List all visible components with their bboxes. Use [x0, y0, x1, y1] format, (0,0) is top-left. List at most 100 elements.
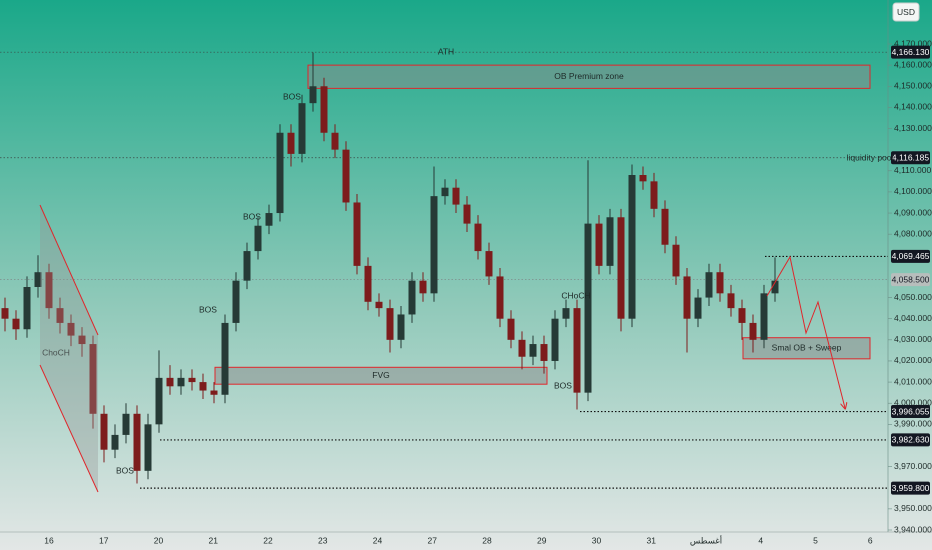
- level-badge: [891, 433, 930, 447]
- candle-body: [12, 318, 20, 330]
- x-tick-label: 22: [263, 535, 273, 545]
- candle-body: [771, 280, 779, 294]
- annotation: BOS: [199, 304, 217, 314]
- candle-body: [463, 204, 471, 224]
- candle-body: [529, 344, 537, 357]
- candle-body: [650, 181, 658, 209]
- candle-body: [507, 318, 515, 340]
- level-label: 4,069.465: [892, 251, 930, 261]
- candle-body: [67, 322, 75, 336]
- annotation: BOS: [554, 380, 572, 390]
- candle-body: [210, 390, 218, 395]
- candle-body: [386, 308, 394, 340]
- candle-body: [617, 217, 625, 319]
- currency-label: USD: [897, 7, 915, 17]
- level-label: 4,116.185: [892, 152, 929, 162]
- candle-body: [496, 276, 504, 319]
- candle-body: [738, 308, 746, 323]
- candle-body: [540, 344, 548, 361]
- candle-body: [694, 297, 702, 319]
- level-label: 4,166.130: [892, 47, 930, 57]
- candle-body: [199, 382, 207, 391]
- annotation: ChoCH: [42, 347, 70, 357]
- candle-body: [331, 132, 339, 150]
- candle-body: [672, 244, 680, 277]
- candle-body: [760, 293, 768, 340]
- x-tick-label: 28: [482, 535, 492, 545]
- candle-body: [133, 413, 141, 471]
- candle-body: [1, 308, 9, 319]
- candle-body: [188, 377, 196, 383]
- candle-body: [309, 86, 317, 104]
- candle-body: [562, 308, 570, 319]
- level-label: 3,982.630: [892, 435, 930, 445]
- candle-body: [408, 280, 416, 315]
- annotation: BOS: [243, 211, 261, 221]
- level-badge: [891, 481, 930, 495]
- candle-body: [584, 223, 592, 393]
- candle-body: [683, 276, 691, 319]
- zone-label: OB Premium zone: [554, 71, 624, 81]
- y-tick-label: 3,990.000: [894, 419, 932, 429]
- y-tick-label: 3,970.000: [894, 461, 932, 471]
- x-tick-label: 20: [154, 535, 164, 545]
- x-tick-label: 6: [868, 535, 873, 545]
- candle-body: [485, 251, 493, 277]
- y-tick-label: 4,140.000: [894, 102, 932, 112]
- level-badge: [891, 249, 930, 263]
- level-label: 3,959.800: [892, 483, 930, 493]
- candle-body: [243, 251, 251, 281]
- candle-body: [100, 413, 108, 450]
- x-tick-label: 30: [592, 535, 602, 545]
- candle-body: [265, 213, 273, 226]
- zone-label: FVG: [372, 370, 389, 380]
- candle-body: [595, 223, 603, 266]
- candle-body: [89, 344, 97, 414]
- candle-body: [749, 322, 757, 340]
- y-tick-label: 4,090.000: [894, 207, 932, 217]
- candle-body: [232, 280, 240, 323]
- candle-body: [397, 314, 405, 340]
- y-tick-label: 4,100.000: [894, 186, 932, 196]
- x-tick-label: 24: [373, 535, 383, 545]
- candle-body: [23, 287, 31, 330]
- y-tick-label: 3,950.000: [894, 503, 932, 513]
- candle-body: [320, 86, 328, 133]
- candle-body: [111, 434, 119, 450]
- candle-body: [177, 377, 185, 387]
- candle-body: [705, 272, 713, 298]
- candle-body: [606, 217, 614, 266]
- candle-body: [34, 272, 42, 287]
- candle-body: [639, 175, 647, 182]
- y-tick-label: 4,030.000: [894, 334, 932, 344]
- currency-button[interactable]: [892, 2, 920, 22]
- candle-body: [518, 339, 526, 357]
- x-tick-label: 29: [537, 535, 547, 545]
- level-badge: [891, 405, 930, 419]
- candle-body: [353, 202, 361, 266]
- candle-body: [276, 132, 284, 214]
- y-tick-label: 4,020.000: [894, 355, 932, 365]
- x-tick-label: 17: [99, 535, 109, 545]
- x-tick-label: أغسطس: [690, 533, 722, 546]
- x-tick-label: 5: [813, 535, 818, 545]
- y-tick-label: 4,000.000: [894, 397, 932, 407]
- annotation: CHoCH: [561, 290, 590, 300]
- candle-body: [364, 265, 372, 302]
- zone-label: Smal OB + Sweep: [772, 343, 842, 353]
- projection-arrows: [766, 255, 845, 408]
- level-badge: [891, 45, 930, 59]
- candle-body: [441, 187, 449, 197]
- candle-body: [56, 308, 64, 323]
- candle-body: [298, 103, 306, 154]
- x-tick-label: 31: [647, 535, 657, 545]
- candle-body: [628, 175, 636, 319]
- candle-body: [45, 272, 53, 309]
- candle-body: [551, 318, 559, 361]
- level-label: 4,058.500: [892, 274, 930, 284]
- annotation: BOS: [283, 91, 301, 101]
- y-tick-label: 4,080.000: [894, 228, 932, 238]
- channel: [39, 204, 99, 493]
